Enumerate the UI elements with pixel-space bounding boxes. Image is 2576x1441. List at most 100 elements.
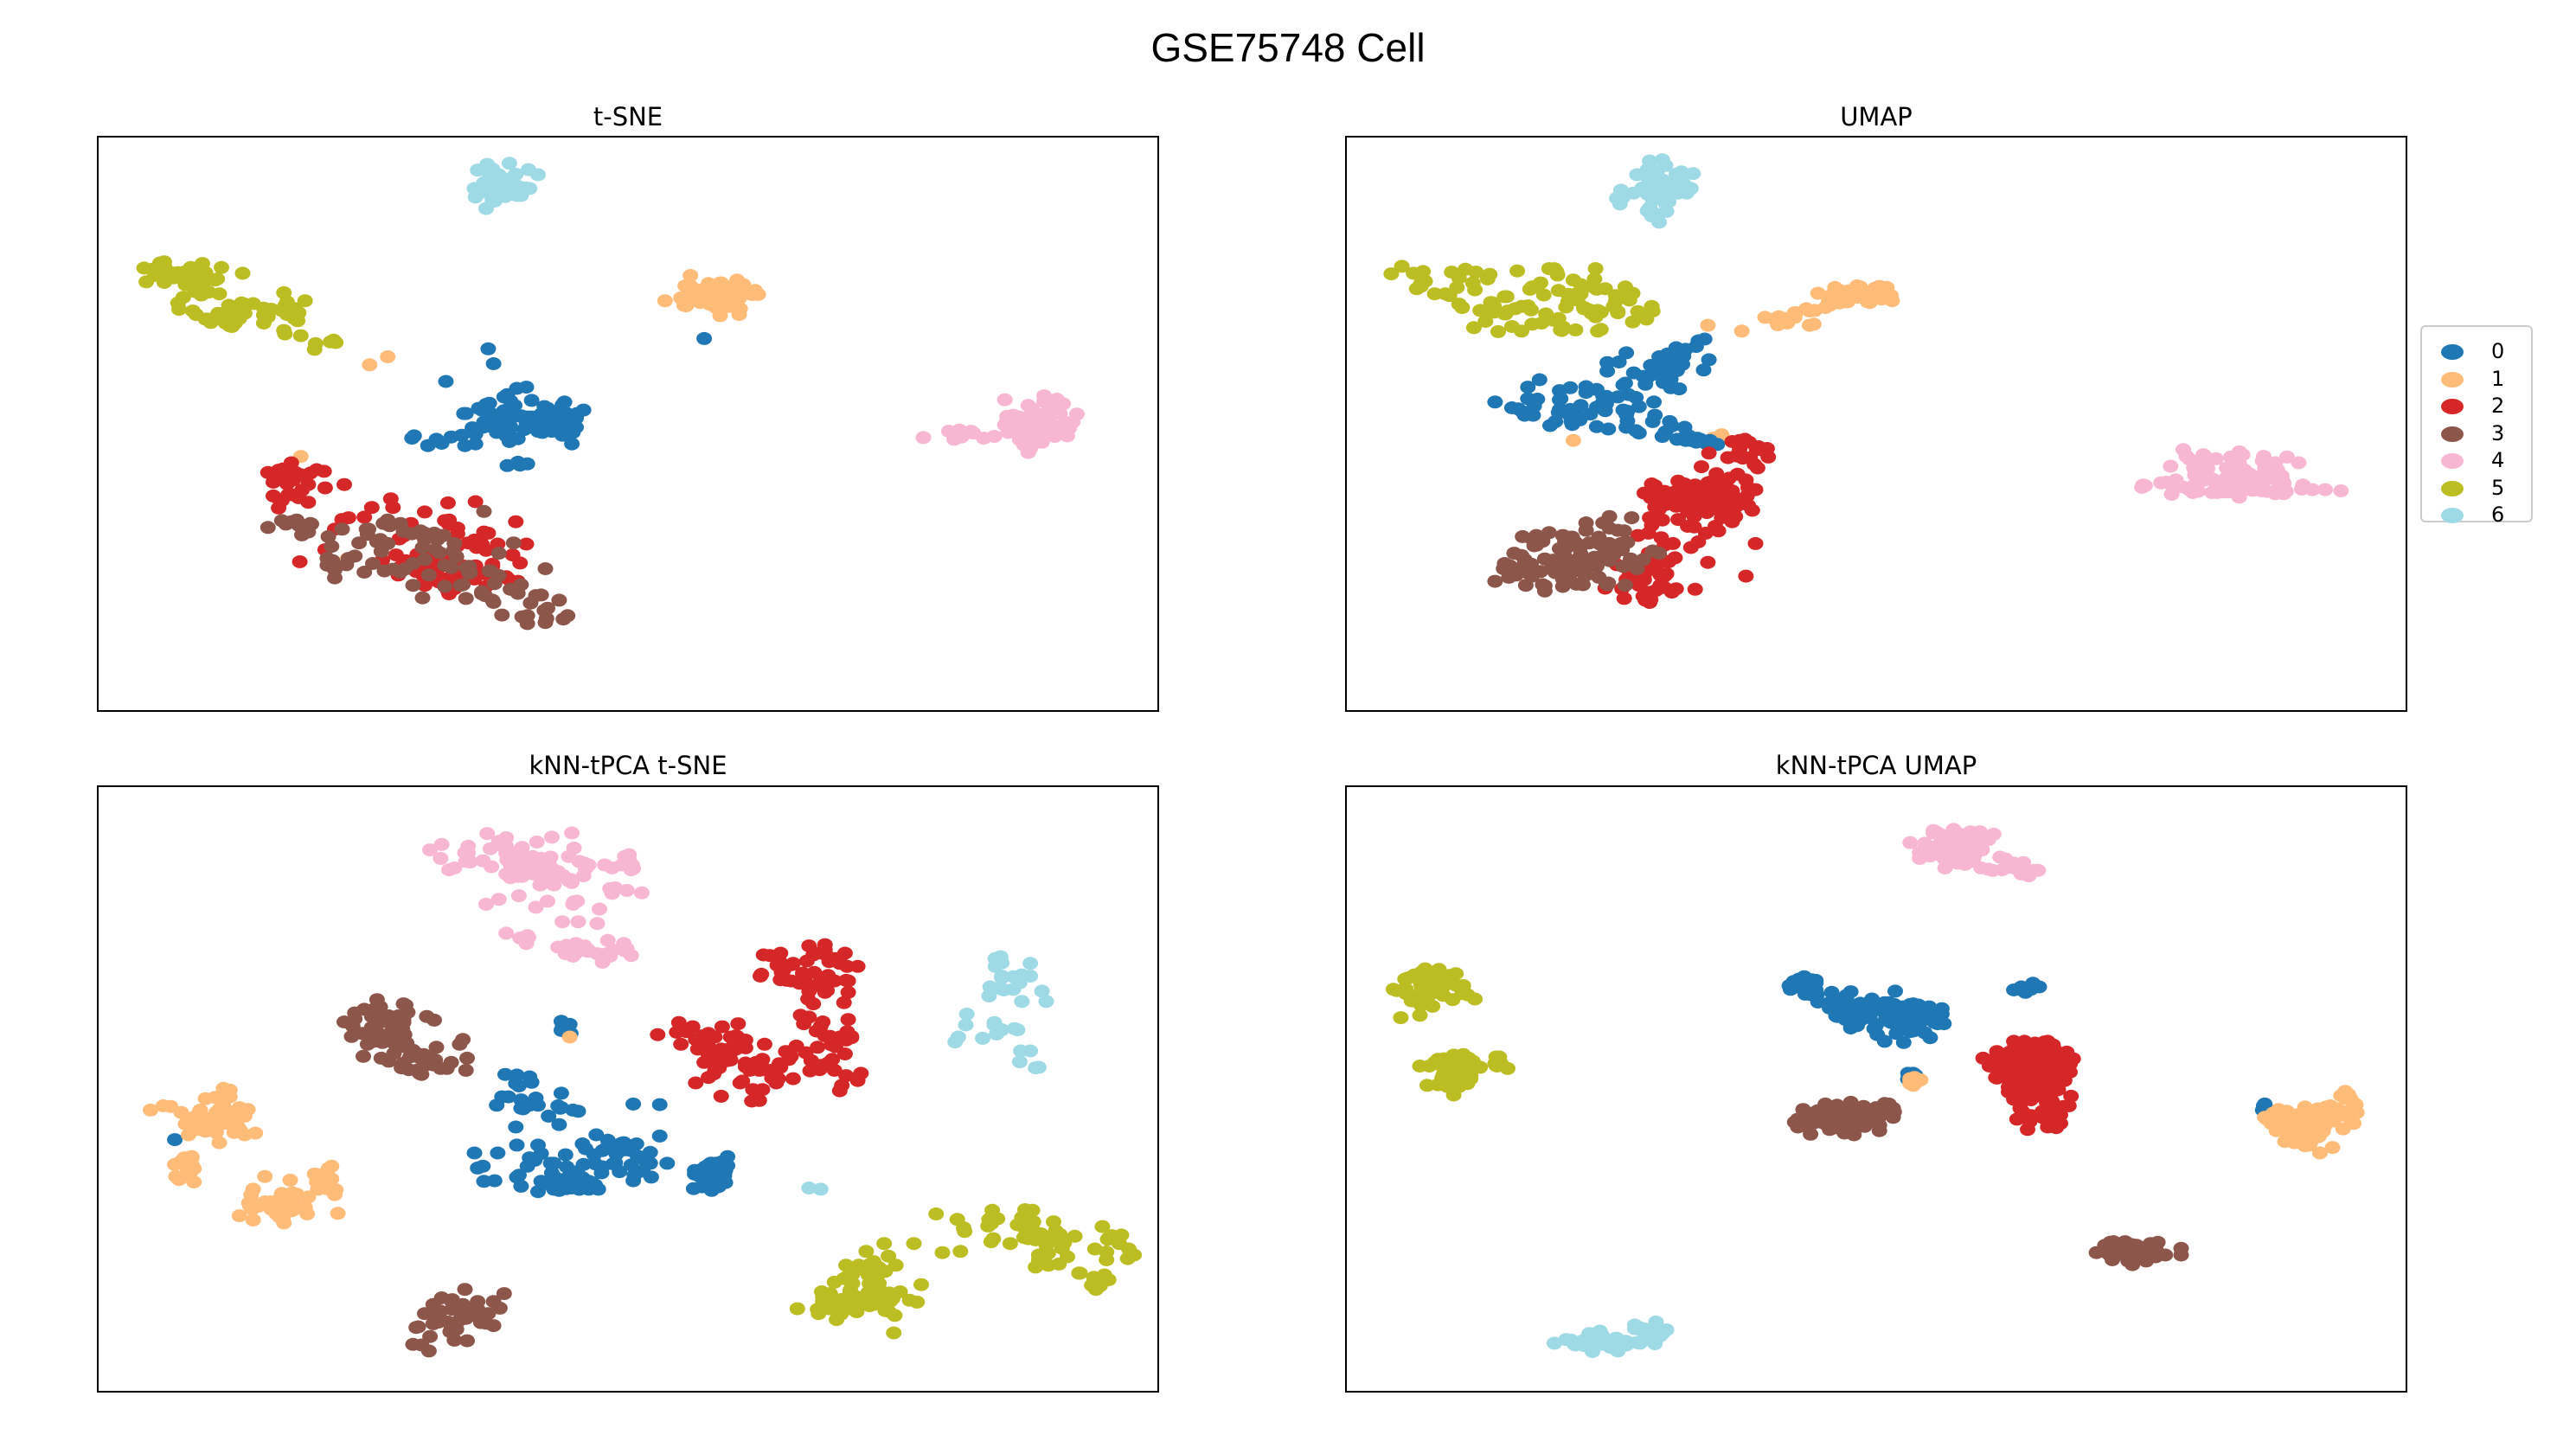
cluster-2-point [849,1073,866,1087]
cluster-4-point [2182,452,2198,466]
cluster-1-point [2342,1092,2358,1106]
cluster-5-point [881,1304,897,1318]
cluster-5-point [1119,1252,1136,1265]
cluster-4-point [2176,443,2191,457]
scatter-plot-umap [1345,136,2407,712]
cluster-5-point [1477,315,1494,328]
cluster-4-point [946,426,962,440]
cluster-0-point [466,1146,483,1160]
cluster-0-point [1926,1015,1943,1029]
cluster-5-point [1094,1220,1111,1233]
cluster-0-point [1659,363,1676,377]
cluster-5-point [328,336,344,349]
cluster-3-point [2150,1235,2166,1249]
cluster-6-point [503,177,519,191]
cluster-4-point [490,835,507,849]
cluster-0-point [457,439,473,452]
cluster-4-point [1964,855,1980,868]
cluster-2-point [1670,513,1687,527]
cluster-0-point [551,1118,567,1131]
cluster-3-point [1541,526,1557,540]
cluster-0-point [561,411,578,425]
cluster-2-point [836,996,852,1009]
cluster-2-point [1638,586,1655,599]
cluster-5-point [1567,323,1584,336]
cluster-3-point [1617,579,1633,592]
cluster-6-point [1592,1324,1608,1338]
legend-item-2: 2 [2441,392,2528,419]
cluster-4-point [533,851,549,865]
cluster-2-point [356,510,373,524]
cluster-2-point [785,1072,801,1086]
cluster-3-series [336,993,512,1358]
cluster-1-point [186,1175,202,1188]
cluster-0-point [559,1020,574,1034]
scatter-canvas [1383,153,2349,609]
cluster-2-point [756,1037,772,1051]
cluster-2-point [2022,1093,2039,1107]
cluster-5-point [1597,282,1613,296]
cluster-0-point [540,418,555,432]
cluster-0-point [523,394,540,407]
legend-label: 3 [2491,420,2505,445]
cluster-1-point [1817,301,1834,315]
cluster-5-point [1472,1060,1489,1074]
cluster-6-point [481,171,497,185]
cluster-2-point [439,496,456,509]
cluster-5-point [234,296,250,310]
cluster-0-point [1526,400,1542,413]
cluster-0-point [651,1098,668,1111]
cluster-1-point [173,1105,189,1119]
cluster-3-point [356,566,373,579]
cluster-0-point [489,426,505,439]
cluster-5-point [1500,1061,1515,1075]
cluster-6-point [1673,172,1689,186]
cluster-0-point [1487,395,1503,409]
cluster-2-point [1738,569,1754,583]
cluster-4-point [2187,469,2203,483]
cluster-2-point [713,1089,729,1103]
cluster-2-point [678,1025,695,1039]
cluster-2-point [1701,446,1717,460]
cluster-5-point [876,1291,893,1304]
cluster-1-point [306,1167,323,1181]
cluster-2-point [737,1060,753,1073]
cluster-3-point [537,562,554,575]
cluster-4-point [2017,865,2034,879]
cluster-2-point [508,515,524,528]
cluster-4-point [2015,855,2032,869]
cluster-3-point [1571,552,1587,566]
cluster-2-point [512,556,529,570]
cluster-4-point [561,874,577,887]
cluster-1-point [726,295,742,309]
cluster-0-point [620,1143,636,1156]
cluster-3-point [320,529,336,543]
cluster-1-point [245,1214,261,1226]
cluster-4-point [478,897,494,911]
cluster-0-point [575,1157,592,1171]
cluster-3-point [555,612,572,626]
cluster-3-point [448,1323,465,1336]
cluster-6-point [1644,1324,1660,1338]
cluster-2-point [1720,451,1736,464]
cluster-1-point [155,1099,171,1112]
cluster-4-series [2134,443,2349,504]
cluster-5-point [1425,999,1441,1013]
cluster-5-point [1525,280,1541,294]
cluster-2-point [843,1029,860,1043]
cluster-0-point [546,1156,562,1170]
cluster-4-point [2273,469,2290,483]
cluster-2-point [1644,518,1660,532]
cluster-4-point [597,858,613,872]
cluster-0-point [467,427,484,441]
cluster-2-point [2040,1046,2056,1060]
cluster-4-point [2134,481,2150,494]
cluster-4-point [618,883,635,897]
cluster-4-point [2231,475,2247,489]
legend-item-0: 0 [2441,337,2528,365]
cluster-2-point [2053,1117,2068,1130]
cluster-5-point [214,260,229,274]
cluster-1-series [1565,279,1900,447]
cluster-3-point [425,1058,441,1072]
cluster-2-point [754,1083,771,1097]
